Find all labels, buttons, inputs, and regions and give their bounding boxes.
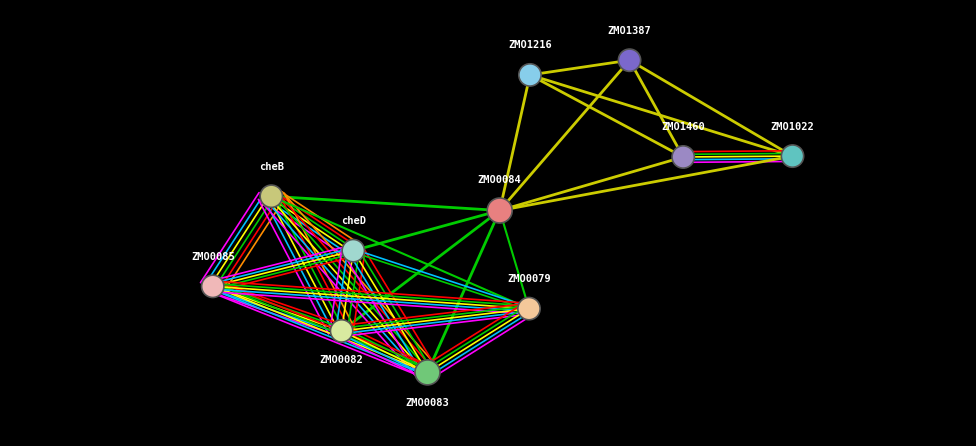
- Text: ZMO0084: ZMO0084: [478, 175, 521, 185]
- Ellipse shape: [782, 145, 803, 167]
- Text: ZMO0082: ZMO0082: [320, 355, 363, 365]
- Ellipse shape: [415, 360, 440, 385]
- Text: ZMO1022: ZMO1022: [771, 122, 814, 132]
- Text: cheB: cheB: [259, 162, 284, 172]
- Text: ZMO1387: ZMO1387: [608, 26, 651, 36]
- Ellipse shape: [202, 275, 224, 297]
- Ellipse shape: [518, 297, 540, 320]
- Ellipse shape: [619, 49, 640, 71]
- Ellipse shape: [261, 185, 282, 207]
- Text: cheD: cheD: [341, 216, 366, 226]
- Ellipse shape: [331, 320, 352, 342]
- Ellipse shape: [487, 198, 512, 223]
- Ellipse shape: [672, 146, 694, 168]
- Text: ZMO0085: ZMO0085: [191, 252, 234, 262]
- Text: ZMO1460: ZMO1460: [662, 123, 705, 132]
- Text: ZMO1216: ZMO1216: [508, 41, 551, 50]
- Ellipse shape: [343, 240, 364, 262]
- Text: ZMO0083: ZMO0083: [406, 398, 449, 408]
- Text: ZMO0079: ZMO0079: [508, 274, 550, 284]
- Ellipse shape: [519, 64, 541, 86]
